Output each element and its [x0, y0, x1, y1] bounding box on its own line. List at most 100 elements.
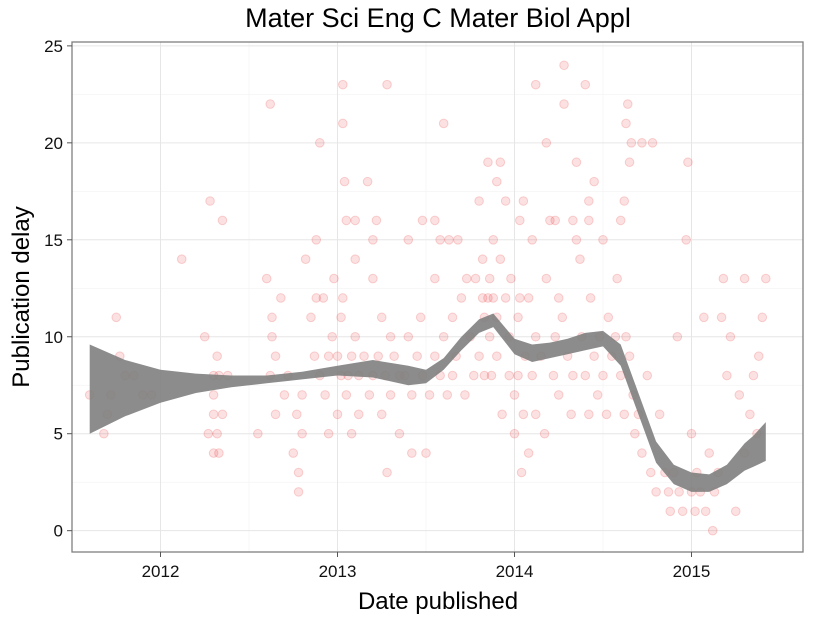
data-point — [584, 215, 594, 226]
x-tick-label: 2014 — [496, 562, 534, 581]
data-point — [297, 428, 307, 439]
data-point — [309, 351, 320, 361]
data-point — [518, 409, 529, 420]
chart-title: Mater Sci Eng C Mater Biol Appl — [245, 3, 631, 33]
data-point — [500, 293, 511, 303]
data-point — [530, 409, 541, 420]
data-point — [559, 99, 569, 109]
data-point — [217, 215, 228, 226]
data-point — [523, 448, 534, 458]
data-point — [99, 428, 109, 439]
data-point — [584, 409, 594, 420]
data-point — [483, 293, 493, 303]
y-tick-label: 20 — [44, 134, 63, 153]
data-point — [208, 448, 219, 458]
data-point — [421, 448, 431, 458]
data-point — [338, 118, 348, 129]
data-point — [523, 293, 534, 303]
data-point — [495, 157, 506, 168]
data-point — [371, 215, 382, 226]
data-point — [438, 331, 449, 342]
data-point — [385, 390, 396, 400]
data-point — [690, 506, 700, 517]
data-point — [553, 390, 564, 400]
data-point — [624, 351, 635, 361]
data-point — [530, 331, 541, 342]
data-point — [403, 234, 414, 245]
data-point — [338, 293, 348, 303]
data-point — [341, 215, 352, 226]
data-point — [541, 138, 552, 148]
data-point — [346, 428, 357, 439]
data-point — [757, 312, 768, 323]
data-point — [332, 409, 343, 420]
data-point — [176, 254, 187, 264]
data-point — [571, 157, 582, 168]
data-point — [491, 176, 502, 187]
x-axis-title: Date published — [358, 588, 518, 615]
data-point — [350, 331, 360, 342]
data-point — [509, 390, 520, 400]
data-point — [548, 370, 559, 381]
data-point — [338, 79, 348, 90]
data-point — [637, 448, 647, 458]
data-point — [527, 234, 537, 245]
y-tick-label: 25 — [44, 37, 63, 56]
data-point — [651, 487, 661, 497]
data-point — [681, 234, 691, 245]
data-point — [619, 409, 630, 420]
data-point — [279, 390, 290, 400]
data-point — [407, 390, 417, 400]
data-point — [276, 293, 286, 303]
data-point — [530, 79, 541, 90]
y-tick-label: 5 — [54, 425, 63, 444]
data-point — [403, 331, 414, 342]
data-point — [495, 254, 506, 264]
data-point — [311, 293, 322, 303]
data-point — [672, 331, 683, 342]
data-point — [515, 215, 525, 226]
data-point — [584, 196, 594, 206]
data-point — [311, 234, 322, 245]
data-point — [376, 312, 387, 323]
x-tick-label: 2013 — [319, 562, 357, 581]
data-point — [504, 370, 514, 381]
data-point — [350, 254, 360, 264]
data-point — [545, 215, 555, 226]
data-point — [217, 409, 228, 420]
data-point — [683, 157, 693, 168]
data-point — [479, 370, 490, 381]
data-point — [320, 390, 330, 400]
data-point — [385, 331, 396, 342]
data-point — [626, 138, 637, 148]
data-point — [270, 351, 281, 361]
data-point — [589, 351, 599, 361]
data-point — [615, 215, 626, 226]
data-point — [261, 273, 272, 284]
data-point — [415, 312, 426, 323]
data-point — [716, 312, 727, 323]
data-point — [515, 293, 525, 303]
data-point — [761, 273, 771, 284]
data-point — [368, 234, 378, 245]
data-point — [339, 176, 350, 187]
data-point — [346, 351, 357, 361]
data-point — [199, 331, 210, 342]
data-point — [111, 312, 122, 323]
data-point — [642, 370, 653, 381]
data-point — [417, 215, 428, 226]
data-point — [474, 196, 484, 206]
data-point — [598, 234, 608, 245]
data-point — [267, 331, 277, 342]
data-point — [647, 138, 658, 148]
data-point — [293, 487, 304, 497]
data-point — [318, 293, 329, 303]
data-point — [612, 273, 622, 284]
data-point — [553, 293, 564, 303]
y-tick-label: 15 — [44, 231, 63, 250]
data-point — [541, 273, 552, 284]
data-point — [364, 390, 375, 400]
data-point — [293, 467, 304, 478]
data-point — [468, 370, 479, 381]
